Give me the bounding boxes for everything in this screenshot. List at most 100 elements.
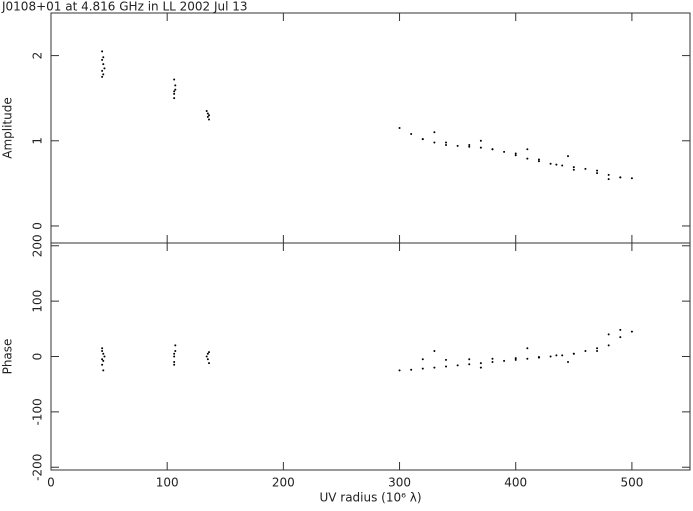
x-tick-label: 200 (272, 476, 295, 490)
data-point (173, 361, 176, 364)
chart-title: J0108+01 at 4.816 GHz in LL 2002 Jul 13 (1, 0, 248, 14)
data-point (421, 138, 424, 141)
data-point (103, 67, 106, 70)
data-point (596, 347, 599, 350)
y-tick-label: 0 (31, 353, 45, 361)
data-point (526, 148, 529, 151)
x-tick-label: 300 (388, 476, 411, 490)
data-point (101, 347, 104, 350)
data-point (567, 155, 570, 158)
data-point (561, 164, 564, 167)
data-point (584, 167, 587, 170)
data-point (101, 358, 104, 361)
data-point (410, 132, 413, 135)
data-point (433, 141, 436, 144)
y-tick-label: -200 (31, 454, 45, 481)
data-point (619, 336, 622, 339)
data-point (468, 363, 471, 366)
data-point (102, 352, 105, 355)
y-axis-label: Phase (1, 339, 15, 375)
data-point (206, 115, 209, 118)
y-axis-label: Amplitude (1, 97, 15, 159)
data-point (173, 363, 176, 366)
data-point (174, 344, 177, 347)
data-point (555, 354, 558, 357)
data-point (103, 355, 106, 358)
data-point (206, 112, 209, 115)
data-point (173, 97, 176, 100)
data-point (596, 169, 599, 172)
data-point (101, 69, 104, 72)
data-point (555, 163, 558, 166)
data-point (174, 88, 177, 91)
y-tick-label: 2 (31, 52, 45, 60)
data-point (514, 358, 517, 361)
x-tick-label: 500 (620, 476, 643, 490)
data-point (630, 177, 633, 180)
data-point (526, 357, 529, 360)
data-point (596, 172, 599, 175)
y-tick-label: 1 (31, 137, 45, 145)
data-point (102, 359, 105, 362)
data-point (101, 349, 104, 352)
data-point (208, 118, 211, 121)
data-point (433, 366, 436, 369)
data-point (491, 361, 494, 364)
data-point (567, 361, 570, 364)
data-point (549, 355, 552, 358)
data-point (208, 362, 211, 365)
data-point (537, 160, 540, 163)
data-point (101, 50, 104, 53)
data-point (206, 358, 209, 361)
data-point (479, 366, 482, 369)
data-point (173, 352, 176, 355)
data-point (561, 354, 564, 357)
data-point (468, 358, 471, 361)
data-point (619, 176, 622, 179)
plot-frame (50, 242, 691, 471)
data-point (174, 84, 177, 87)
data-point (607, 178, 610, 181)
data-point (537, 356, 540, 359)
data-point (173, 355, 176, 358)
data-point (410, 368, 413, 371)
data-point (173, 92, 176, 95)
data-point (173, 78, 176, 81)
data-point (206, 352, 209, 355)
data-point (479, 139, 482, 142)
data-point (596, 349, 599, 352)
data-point (208, 351, 211, 354)
data-point (398, 127, 401, 129)
data-point (445, 141, 448, 144)
x-tick-label: 0 (47, 476, 55, 490)
data-point (526, 347, 529, 350)
data-point (421, 367, 424, 370)
data-point (514, 154, 517, 157)
data-point (526, 157, 529, 160)
data-point (445, 144, 448, 147)
x-tick-label: 400 (504, 476, 527, 490)
data-point (468, 145, 471, 148)
data-point (205, 355, 208, 358)
data-point (607, 173, 610, 176)
y-tick-label: 0 (31, 222, 45, 230)
y-tick-label: 100 (31, 290, 45, 313)
data-point (456, 364, 459, 367)
data-point (102, 56, 105, 59)
y-tick-label: 200 (31, 234, 45, 257)
data-point (208, 114, 211, 117)
data-point (205, 109, 208, 112)
data-point (549, 162, 552, 165)
plot-frame (50, 12, 691, 244)
data-point (102, 63, 105, 66)
data-point (102, 369, 105, 372)
data-point (514, 357, 517, 360)
data-point (101, 75, 104, 78)
x-axis-label: UV radius (10⁶ λ) (319, 491, 421, 505)
data-point (572, 168, 575, 171)
data-point (619, 328, 622, 331)
data-point (537, 158, 540, 161)
data-point (503, 359, 506, 362)
data-point (630, 330, 633, 333)
data-point (421, 358, 424, 361)
